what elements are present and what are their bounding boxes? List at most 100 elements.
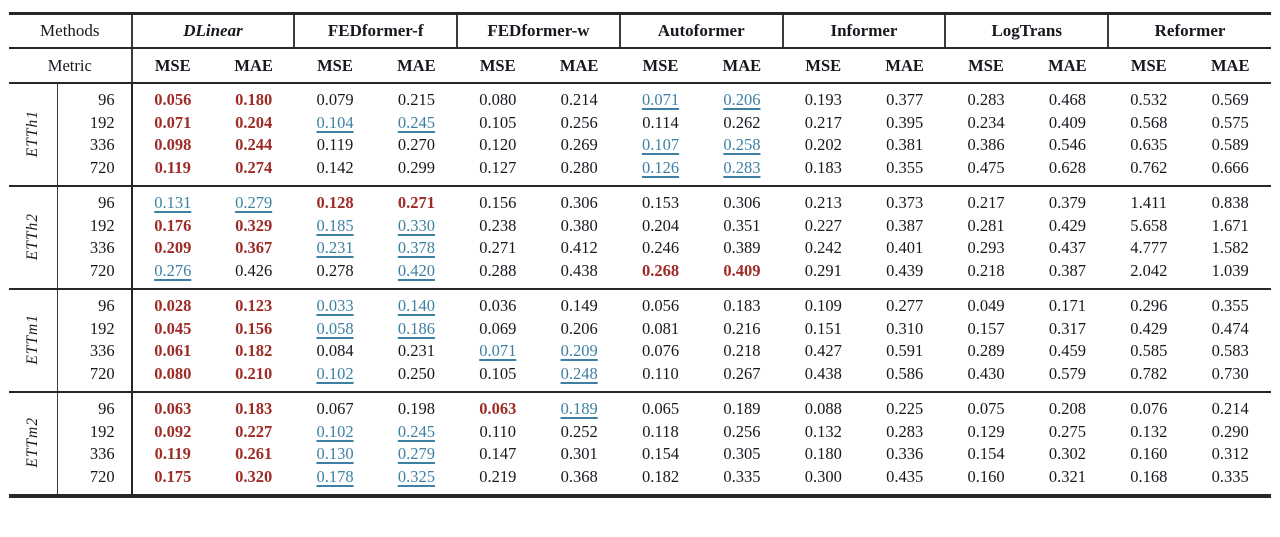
value-cell: 0.118 [642,421,679,441]
value-cell: 0.227 [235,421,273,441]
dataset-label-text: ETTm1 [24,314,42,366]
value-cell: 0.245 [397,112,435,132]
value-cell: 1.411 [1108,185,1190,215]
value-cell: 0.293 [967,238,1005,257]
value-cell: 0.387 [886,215,924,235]
value-cell: 0.276 [154,260,192,280]
table-row: ETTh2 96 0.131 0.279 0.128 0.271 0.156 0.306 0.1… [9,185,1271,289]
value-cell: 0.154 [967,444,1005,463]
value-cell: 4.777 [1130,238,1168,257]
value-cell: 0.290 [1211,421,1249,441]
table-row: 720 0.080 0.210 0.102 0.250 0.105 0.248 0.110 0.… [9,362,1271,392]
value-cell: 0.110 [642,363,679,383]
value-cell: 0.475 [967,157,1005,177]
value-cell: 1.671 [1211,215,1249,235]
method-name: FEDformer-f [327,21,424,40]
value-cell: 0.389 [723,238,761,257]
value-cell: 0.367 [235,238,273,257]
value-cell: 0.281 [967,215,1005,235]
value-cell: 0.056 [154,90,192,109]
value-cell: 0.127 [479,157,517,177]
value-cell: 0.075 [945,391,1027,421]
value-cell: 0.378 [397,238,435,257]
method-header-fedformer-f: FEDformer-f [293,13,458,49]
value-cell: 0.325 [397,466,435,486]
value-cell: 0.061 [154,341,192,360]
value-cell: 0.071 [154,112,192,132]
value-cell: 0.336 [886,444,924,463]
value-cell: 0.178 [316,466,354,486]
value-cell: 0.468 [1048,90,1086,109]
value-cell: 0.628 [1048,157,1086,177]
table-row: 720 0.276 0.426 0.278 0.420 0.288 0.438 0.268 0.… [9,259,1271,289]
dataset-label-ettm2: ETTm2 [9,391,58,496]
value-cell: 0.280 [560,157,598,177]
value-cell: 0.666 [1211,157,1249,177]
metric-header-mae: MAE [701,48,783,84]
value-cell: 0.386 [967,135,1005,154]
value-cell: 0.092 [154,421,192,441]
value-cell: 0.132 [804,421,842,441]
value-cell: 0.105 [479,112,517,132]
value-cell: 0.274 [235,157,273,177]
dataset-block-ettm1: ETTm1 96 0.028 0.123 0.033 0.140 0.036 0.149 0.0… [9,288,1271,392]
value-cell: 0.296 [1108,288,1190,318]
value-cell: 0.258 [723,135,761,154]
value-cell: 0.063 [457,391,539,421]
value-cell: 0.217 [945,185,1027,215]
value-cell: 1.582 [1211,238,1249,257]
dataset-label-text: ETTh2 [24,213,42,261]
value-cell: 0.080 [154,363,192,383]
value-cell: 0.056 [619,288,702,318]
value-cell: 0.149 [538,288,620,318]
value-cell: 0.730 [1211,363,1249,383]
value-cell: 0.569 [1211,90,1249,109]
dataset-label-ettm1: ETTm1 [9,288,58,392]
value-cell: 0.330 [397,215,435,235]
methods-label: Methods [9,13,132,49]
value-cell: 0.215 [397,90,435,109]
method-name: Reformer [1154,21,1226,40]
value-cell: 0.140 [375,288,458,318]
value-cell: 0.321 [1048,466,1086,486]
value-cell: 0.128 [294,185,376,215]
method-name: Informer [830,21,898,40]
value-cell: 0.589 [1211,135,1249,154]
metric-header-mse: MSE [1108,48,1190,84]
metric-header-mse: MSE [131,48,213,84]
method-header-informer: Informer [781,13,946,49]
value-cell: 0.076 [1108,391,1190,421]
value-cell: 0.084 [316,341,354,360]
value-cell: 0.438 [804,363,842,383]
value-cell: 0.782 [1130,363,1168,383]
value-cell: 0.351 [723,215,761,235]
metric-header-mae: MAE [863,48,946,84]
value-cell: 0.586 [886,363,924,383]
value-cell: 0.429 [1130,318,1168,338]
horizon-value: 720 [57,362,133,392]
value-cell: 0.219 [479,466,517,486]
value-cell: 0.231 [316,238,354,257]
table-row: ETTh1 96 0.056 0.180 0.079 0.215 0.080 0.214 0.0… [9,83,1271,186]
value-cell: 0.204 [235,112,273,132]
value-cell: 0.256 [723,421,761,441]
value-cell: 0.438 [560,260,598,280]
metric-header-mae: MAE [375,48,458,84]
value-cell: 0.409 [1048,112,1086,132]
value-cell: 0.214 [1189,391,1271,421]
value-cell: 0.373 [863,185,946,215]
value-cell: 0.355 [1189,288,1271,318]
dataset-block-ettm2: ETTm2 96 0.063 0.183 0.067 0.198 0.063 0.189 0.0… [9,391,1271,496]
value-cell: 0.110 [479,421,516,441]
method-header-autoformer: Autoformer [618,13,783,49]
table-row: 192 0.176 0.329 0.185 0.330 0.238 0.380 0.204 0.… [9,214,1271,237]
metric-header-mae: MAE [1026,48,1109,84]
value-cell: 0.189 [701,391,783,421]
value-cell: 0.261 [235,444,273,463]
value-cell: 0.183 [804,157,842,177]
metric-header-mse: MSE [294,48,376,84]
metric-header-mse: MSE [619,48,702,84]
horizon-value: 192 [57,111,133,134]
table-row: 192 0.092 0.227 0.102 0.245 0.110 0.252 0.118 0.… [9,420,1271,443]
table-row: ETTm1 96 0.028 0.123 0.033 0.140 0.036 0.149 0.0… [9,288,1271,392]
